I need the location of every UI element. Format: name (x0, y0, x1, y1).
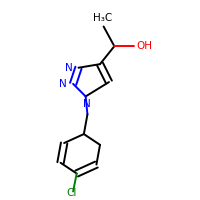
Text: N: N (59, 79, 67, 89)
Text: OH: OH (136, 41, 152, 51)
Text: H₃C: H₃C (93, 13, 112, 23)
Text: Cl: Cl (66, 188, 76, 198)
Text: N: N (83, 99, 90, 109)
Text: N: N (65, 63, 72, 73)
